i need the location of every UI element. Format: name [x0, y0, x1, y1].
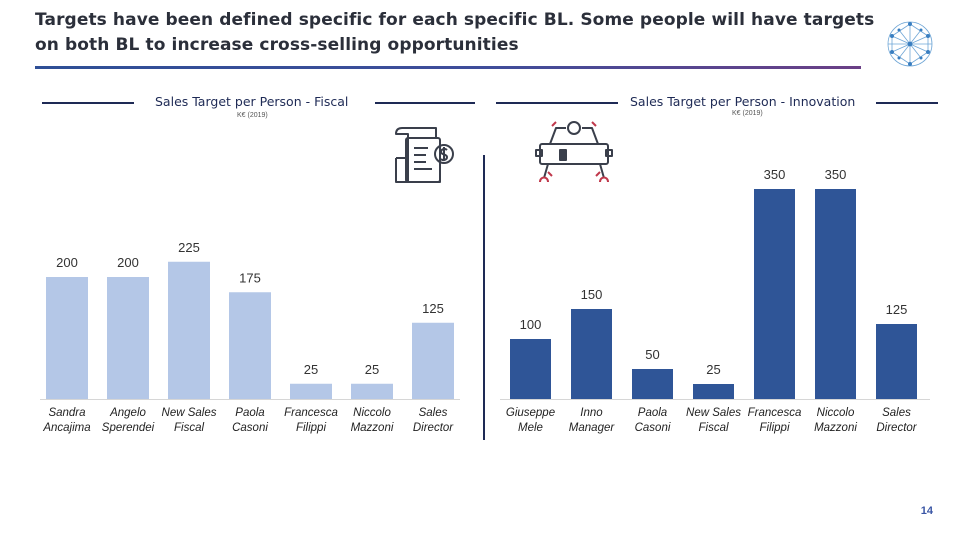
chart-divider	[483, 155, 485, 440]
innovation-category-label: Sales Director	[876, 407, 917, 434]
innovation-bar	[693, 384, 734, 399]
innovation-value-label: 350	[764, 167, 786, 182]
innovation-value-label: 100	[520, 317, 542, 332]
innovation-value-label: 350	[825, 167, 847, 182]
innovation-category-label: Niccolo Mazzoni	[814, 407, 857, 434]
innovation-value-label: 25	[706, 362, 720, 377]
fiscal-value-label: 175	[239, 270, 261, 285]
robot-icon	[535, 121, 613, 183]
innovation-category-label: Paola Casoni	[634, 407, 671, 434]
fiscal-bar	[412, 322, 454, 399]
fiscal-category-label: Sandra Ancajima	[43, 407, 91, 434]
innovation-header-line-left	[496, 102, 618, 104]
fiscal-category-label: Francesca Filippi	[284, 407, 338, 434]
innovation-bar	[510, 339, 551, 399]
fiscal-chart-subtitle: K€ (2019)	[237, 112, 268, 119]
fiscal-value-label: 200	[56, 255, 78, 270]
fiscal-value-label: 200	[117, 255, 139, 270]
innovation-value-label: 50	[645, 347, 659, 362]
fiscal-bar	[46, 277, 88, 399]
slide-title: Targets have been defined specific for e…	[35, 10, 875, 55]
fiscal-bar	[351, 383, 393, 399]
fiscal-category-label: Sales Director	[412, 407, 454, 434]
fiscal-header-line-right	[375, 102, 475, 104]
fiscal-bar	[168, 261, 210, 399]
innovation-category-label: Francesca Filippi	[747, 407, 802, 434]
fiscal-bar	[290, 383, 332, 399]
fiscal-bar	[107, 277, 149, 399]
innovation-value-label: 150	[581, 287, 603, 302]
innovation-category-label: Giuseppe Mele	[505, 407, 556, 434]
innovation-bar	[632, 369, 673, 399]
fiscal-category-label: Niccolo Mazzoni	[350, 407, 394, 434]
innovation-value-label: 125	[886, 302, 908, 317]
network-globe-icon	[887, 21, 933, 67]
innovation-category-label: Inno Manager	[568, 407, 615, 434]
invoice-dollar-icon	[395, 127, 454, 183]
fiscal-category-label: Angelo Sperendei	[101, 407, 155, 434]
fiscal-category-label: New Sales Fiscal	[161, 407, 217, 434]
fiscal-value-label: 225	[178, 240, 200, 255]
fiscal-bar	[229, 292, 271, 399]
page-number: 14	[920, 505, 933, 517]
fiscal-value-label: 25	[365, 362, 379, 377]
fiscal-baseline	[40, 399, 460, 400]
innovation-category-label: New Sales Fiscal	[686, 407, 741, 434]
innovation-header-line-right	[876, 102, 938, 104]
innovation-bar	[815, 189, 856, 399]
innovation-bar	[754, 189, 795, 399]
fiscal-header-line-left	[42, 102, 134, 104]
fiscal-category-label: Paola Casoni	[232, 407, 268, 434]
innovation-bar	[876, 324, 917, 399]
fiscal-chart-title: Sales Target per Person - Fiscal	[155, 94, 349, 109]
innovation-chart-title: Sales Target per Person - Innovation	[630, 94, 856, 109]
fiscal-value-label: 25	[304, 362, 318, 377]
innovation-chart-subtitle: K€ (2019)	[732, 110, 763, 117]
fiscal-value-label: 125	[422, 301, 444, 316]
title-underline	[35, 66, 861, 69]
innovation-baseline	[500, 399, 930, 400]
innovation-bar	[571, 309, 612, 399]
